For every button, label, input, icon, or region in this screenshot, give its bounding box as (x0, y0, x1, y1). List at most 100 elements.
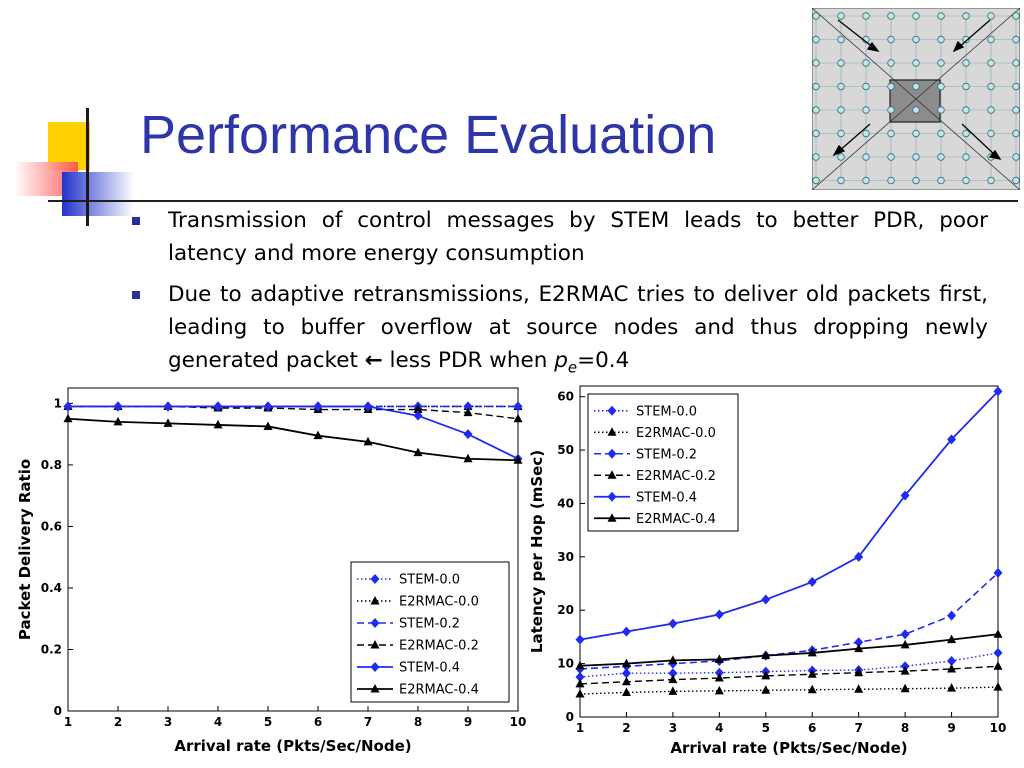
grid-node (837, 129, 845, 138)
grid-node (937, 35, 945, 44)
legend-marker (370, 640, 380, 649)
y-tick-label: 40 (557, 496, 574, 510)
grid-node (862, 82, 870, 91)
legend-marker (607, 427, 617, 436)
grid-node (962, 176, 970, 185)
grid-node (862, 153, 870, 161)
grid-node (812, 129, 820, 138)
data-point (854, 551, 864, 562)
legend-box (350, 561, 510, 703)
grid-node (862, 176, 870, 185)
grid-node (862, 129, 870, 138)
data-point (363, 436, 373, 446)
x-tick-label: 7 (364, 715, 372, 729)
grid-node (912, 82, 920, 91)
grid-node (862, 106, 870, 114)
left-arrow-icon: ← (364, 348, 383, 373)
legend-label: E2RMAC-0.4 (399, 683, 479, 698)
x-axis-label: Arrival rate (Pkts/Sec/Node) (174, 737, 411, 755)
series-line (579, 572, 999, 670)
y-tick-label: 10 (557, 657, 574, 671)
grid-node (862, 12, 870, 20)
data-point (761, 650, 771, 660)
data-point (621, 668, 631, 679)
data-point (993, 386, 1003, 397)
x-tick-label: 9 (464, 715, 472, 729)
data-point (313, 430, 323, 440)
data-point (761, 685, 771, 694)
data-point (575, 671, 585, 682)
title-divider (48, 200, 1018, 202)
legend-label: STEM-0.0 (636, 404, 697, 419)
legend-marker (607, 491, 617, 502)
grid-node (937, 153, 945, 161)
grid-node (912, 35, 920, 44)
legend-marker (607, 405, 617, 416)
grid-node (937, 82, 945, 91)
series-line (579, 633, 999, 667)
series-line (579, 665, 999, 685)
data-point (163, 418, 173, 427)
legend-label: E2RMAC-0.0 (399, 595, 479, 610)
grid-node (912, 12, 920, 20)
y-axis-label: Packet Delivery Ratio (16, 459, 34, 640)
data-point (714, 685, 724, 695)
bullet-item: Transmission of control messages by STEM… (130, 204, 988, 270)
data-point (263, 421, 273, 430)
grid-node (812, 59, 820, 67)
grid-node (912, 129, 920, 138)
data-point (900, 490, 910, 501)
grid-node (887, 35, 895, 44)
grid-node (887, 129, 895, 138)
data-point (854, 684, 864, 693)
data-point (947, 434, 957, 445)
y-tick-label: 0.2 (41, 642, 62, 656)
data-point (413, 410, 423, 421)
grid-node (837, 35, 845, 44)
series-line (579, 652, 999, 678)
grid-node (887, 59, 895, 67)
grid-node (962, 129, 970, 138)
grid-node (812, 82, 820, 91)
grid-node (812, 35, 820, 44)
grid-node (1012, 35, 1020, 44)
data-point (900, 666, 910, 675)
y-tick-label: 0 (566, 710, 574, 724)
data-point (575, 660, 585, 670)
data-point (668, 674, 678, 684)
legend-label: STEM-0.2 (636, 447, 697, 462)
grid-node (812, 153, 820, 161)
data-point (463, 401, 473, 412)
legend-marker (370, 662, 380, 672)
vertical-rule (86, 108, 89, 226)
data-point (313, 401, 323, 412)
data-point (900, 683, 910, 693)
y-axis-label: Latency per Hop (mSec) (528, 450, 546, 653)
data-point (63, 401, 73, 412)
data-point (513, 455, 523, 464)
legend-label: E2RMAC-0.4 (636, 512, 716, 527)
x-tick-label: 2 (114, 715, 122, 729)
data-point (575, 689, 585, 698)
legend-marker (370, 684, 380, 693)
legend-label: STEM-0.4 (399, 661, 460, 676)
grid-node (912, 59, 920, 67)
data-point (63, 413, 73, 423)
blue-gradient-bar (62, 172, 134, 216)
data-point (993, 567, 1003, 578)
data-point (947, 610, 957, 621)
data-point (993, 661, 1003, 670)
x-tick-label: 8 (901, 721, 909, 735)
grid-node (962, 59, 970, 67)
grid-node (987, 129, 995, 138)
legend-marker (370, 574, 380, 584)
legend-label: STEM-0.2 (399, 617, 460, 632)
data-point (113, 416, 123, 426)
x-tick-label: 10 (990, 721, 1007, 735)
y-tick-label: 0.8 (41, 458, 62, 472)
data-point (993, 647, 1003, 658)
pdr-chart: 0 0.2 0.4 0.6 0.8 1 1 2 3 4 5 6 7 8 9 10 Arrival rate (P… (16, 387, 526, 755)
corner-decoration (0, 100, 140, 230)
data-point (947, 663, 957, 673)
grid-node (1012, 12, 1020, 20)
